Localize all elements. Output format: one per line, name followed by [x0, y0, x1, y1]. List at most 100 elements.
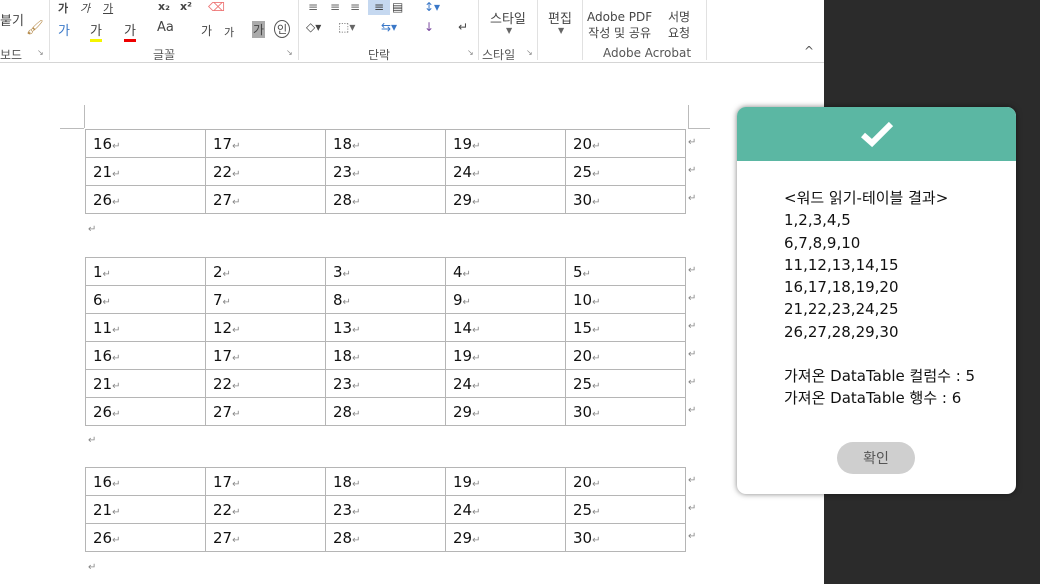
paste-button[interactable]: 붙기: [0, 14, 24, 29]
change-case-button[interactable]: Aa: [157, 20, 174, 35]
ok-button[interactable]: 확인: [837, 442, 915, 474]
table-cell[interactable]: 23↵: [325, 157, 446, 186]
table-cell[interactable]: 2↵: [205, 257, 326, 286]
table-cell[interactable]: 16↵: [85, 129, 206, 158]
table-cell[interactable]: 16↵: [85, 341, 206, 370]
align-right-icon[interactable]: ≡: [350, 0, 361, 14]
table-cell[interactable]: 3↵: [325, 257, 446, 286]
align-left-icon[interactable]: ≡: [308, 0, 319, 14]
table-cell[interactable]: 27↵: [205, 397, 326, 426]
font-color-button[interactable]: 가: [124, 20, 136, 42]
table-cell[interactable]: 22↵: [205, 495, 326, 524]
table-cell[interactable]: 26↵: [85, 523, 206, 552]
table-cell[interactable]: 30↵: [565, 185, 686, 214]
table-cell[interactable]: 28↵: [325, 523, 446, 552]
table-cell[interactable]: 25↵: [565, 495, 686, 524]
chevron-down-icon[interactable]: ▼: [506, 26, 513, 35]
table-cell[interactable]: 6↵: [85, 285, 206, 314]
table-cell[interactable]: 12↵: [205, 313, 326, 342]
sort-icon[interactable]: ↓: [424, 20, 435, 34]
enclose-char-button[interactable]: 인: [274, 20, 291, 38]
table-cell[interactable]: 21↵: [85, 495, 206, 524]
text-direction-icon[interactable]: ⇆▾: [381, 20, 398, 34]
table-cell[interactable]: 11↵: [85, 313, 206, 342]
table-cell[interactable]: 19↵: [445, 129, 566, 158]
format-painter-icon[interactable]: 🖌: [26, 20, 44, 36]
table-cell[interactable]: 29↵: [445, 185, 566, 214]
align-center-icon[interactable]: ≡: [330, 0, 341, 14]
table-cell[interactable]: 17↵: [205, 467, 326, 496]
table-cell[interactable]: 29↵: [445, 397, 566, 426]
superscript-button[interactable]: x²: [180, 0, 192, 13]
chevron-down-icon[interactable]: ▼: [558, 26, 565, 35]
collapse-ribbon-button[interactable]: ^: [804, 44, 815, 58]
table-cell[interactable]: 22↵: [205, 157, 326, 186]
table-cell[interactable]: 4↵: [445, 257, 566, 286]
table-cell[interactable]: 24↵: [445, 157, 566, 186]
table-cell[interactable]: 17↵: [205, 341, 326, 370]
table-cell[interactable]: 13↵: [325, 313, 446, 342]
table-cell[interactable]: 21↵: [85, 157, 206, 186]
styles-button[interactable]: 스타일: [490, 12, 526, 27]
shrink-font-button[interactable]: 가: [224, 26, 235, 39]
table-cell[interactable]: 25↵: [565, 369, 686, 398]
table-cell[interactable]: 18↵: [325, 467, 446, 496]
subscript-button[interactable]: x₂: [158, 0, 170, 13]
table-cell[interactable]: 25↵: [565, 157, 686, 186]
table-cell[interactable]: 22↵: [205, 369, 326, 398]
dialog-launcher-icon[interactable]: ↘: [467, 48, 474, 57]
table-cell[interactable]: 14↵: [445, 313, 566, 342]
table-cell[interactable]: 20↵: [565, 341, 686, 370]
table-cell[interactable]: 15↵: [565, 313, 686, 342]
borders-icon[interactable]: ⬚▾: [338, 20, 356, 34]
table-cell[interactable]: 9↵: [445, 285, 566, 314]
justify-icon[interactable]: ≡: [368, 0, 390, 15]
table-cell[interactable]: 19↵: [445, 467, 566, 496]
table-cell[interactable]: 26↵: [85, 185, 206, 214]
char-shading-button[interactable]: 가: [252, 21, 266, 38]
table-cell[interactable]: 30↵: [565, 397, 686, 426]
table-cell[interactable]: 30↵: [565, 523, 686, 552]
italic-button[interactable]: 가: [80, 2, 91, 15]
table-cell[interactable]: 29↵: [445, 523, 566, 552]
table-cell[interactable]: 26↵: [85, 397, 206, 426]
table-cell[interactable]: 21↵: [85, 369, 206, 398]
table-cell[interactable]: 28↵: [325, 185, 446, 214]
line-spacing-icon[interactable]: ↕▾: [424, 0, 441, 14]
dialog-launcher-icon[interactable]: ↘: [526, 48, 533, 57]
table-cell[interactable]: 16↵: [85, 467, 206, 496]
table-cell[interactable]: 19↵: [445, 341, 566, 370]
editing-button[interactable]: 편집: [548, 12, 572, 27]
shading-icon[interactable]: ◇▾: [306, 20, 322, 34]
text-effects-button[interactable]: 가: [58, 24, 70, 39]
table-cell[interactable]: 27↵: [205, 185, 326, 214]
table-cell[interactable]: 23↵: [325, 495, 446, 524]
table-cell[interactable]: 7↵: [205, 285, 326, 314]
table-cell[interactable]: 18↵: [325, 129, 446, 158]
request-signature-button[interactable]: 서명 요청: [668, 9, 690, 41]
table-cell[interactable]: 27↵: [205, 523, 326, 552]
table-cell[interactable]: 1↵: [85, 257, 206, 286]
table-cell[interactable]: 18↵: [325, 341, 446, 370]
grow-font-button[interactable]: 가: [201, 24, 213, 38]
table-cell[interactable]: 10↵: [565, 285, 686, 314]
dialog-launcher-icon[interactable]: ↘: [37, 48, 44, 57]
distribute-icon[interactable]: ▤: [392, 0, 404, 14]
highlight-button[interactable]: 가: [90, 20, 102, 42]
table-cell[interactable]: 5↵: [565, 257, 686, 286]
table-cell[interactable]: 24↵: [445, 369, 566, 398]
paragraph-mark-icon[interactable]: ↵: [458, 20, 469, 34]
table-cell[interactable]: 20↵: [565, 129, 686, 158]
table-cell[interactable]: 17↵: [205, 129, 326, 158]
underline-button[interactable]: 가: [103, 2, 114, 15]
table-cell[interactable]: 23↵: [325, 369, 446, 398]
table-cell[interactable]: 20↵: [565, 467, 686, 496]
table-cell[interactable]: 8↵: [325, 285, 446, 314]
table-cell[interactable]: 24↵: [445, 495, 566, 524]
table-cell[interactable]: 28↵: [325, 397, 446, 426]
adobe-pdf-button[interactable]: Adobe PDF 작성 및 공유: [587, 9, 652, 41]
dialog-launcher-icon[interactable]: ↘: [286, 48, 293, 57]
cell-text: 5: [573, 262, 583, 281]
eraser-icon[interactable]: ⌫: [208, 0, 225, 14]
bold-button[interactable]: 가: [58, 2, 69, 15]
